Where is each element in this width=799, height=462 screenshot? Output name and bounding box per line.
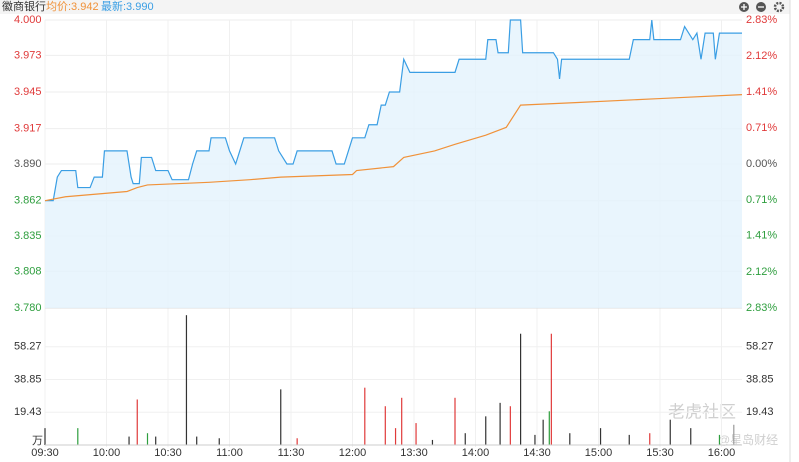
volume-bar (136, 399, 138, 445)
legend-average: 均价:3.942 (46, 0, 99, 13)
volume-bar (146, 433, 149, 445)
volume-bar (718, 434, 721, 445)
y2-tick-label: 2.83% (746, 14, 777, 26)
volume-bar (548, 411, 550, 445)
volume-bar (542, 419, 544, 445)
y-tick-label: 3.945 (14, 86, 42, 98)
y-tick-label: 3.862 (14, 195, 42, 207)
y2-tick-label: 0.00% (746, 158, 777, 170)
y-tick-label: 4.000 (14, 14, 42, 26)
volume-bar (401, 397, 403, 445)
volume-bar (296, 438, 298, 445)
y2-tick-label: 2.12% (746, 50, 777, 62)
y-tick-label: 3.890 (14, 158, 42, 170)
x-tick-label: 15:00 (585, 447, 613, 459)
volume-bar (185, 315, 188, 445)
y2-tick-label: 2.12% (746, 266, 777, 278)
volume-bar (534, 434, 536, 445)
volume-bar (464, 433, 466, 445)
volume-bar (280, 389, 282, 445)
volume-bar (77, 428, 79, 445)
volume-bar (155, 436, 157, 445)
volume-bar (499, 402, 501, 445)
volume-bar (733, 424, 735, 445)
x-tick-label: 14:30 (523, 447, 551, 459)
x-tick-label: 10:30 (154, 447, 182, 459)
y-tick-label: 58.27 (14, 341, 42, 353)
average-line (44, 94, 743, 202)
y2-tick-label: 2.83% (746, 302, 777, 314)
volume-bar (649, 433, 651, 445)
header-bar (0, 0, 790, 14)
volume-bar (690, 428, 692, 445)
volume-unit: 万 (32, 435, 43, 447)
y-tick-label: 3.835 (14, 230, 42, 242)
y2-tick-label: 1.41% (746, 230, 777, 242)
chart-title: 徽商银行 (2, 0, 46, 13)
x-tick-label: 09:30 (31, 447, 59, 459)
volume-bar (128, 436, 130, 445)
y-tick-label-right: 58.27 (746, 341, 774, 353)
y-tick-label-right: 38.85 (746, 373, 774, 385)
volume-bar (599, 428, 602, 445)
x-tick-label: 11:30 (278, 447, 305, 459)
volume-bar (196, 436, 198, 445)
header-icons[interactable] (739, 1, 785, 13)
x-tick-label: 14:00 (462, 447, 490, 459)
volume-bar (669, 419, 671, 445)
y2-tick-label: 0.71% (746, 194, 777, 206)
volume-bar (454, 397, 456, 445)
y2-tick-label: 0.71% (746, 122, 777, 134)
volume-bar (550, 333, 552, 445)
volume-bar (415, 423, 417, 445)
y-tick-label: 3.973 (14, 49, 42, 61)
volume-bar (364, 387, 366, 445)
volume-bar (384, 406, 386, 445)
watermark: @星岛财经 (718, 432, 778, 447)
volume-bar (485, 416, 487, 445)
y-tick-label: 3.808 (14, 265, 42, 277)
price-line (45, 19, 742, 202)
x-tick-label: 10:00 (93, 447, 121, 459)
volume-bar (218, 438, 220, 445)
legend-latest: 最新:3.990 (101, 0, 154, 13)
volume-bar (509, 406, 511, 445)
y-tick-label: 38.85 (14, 373, 42, 385)
volume-bar (431, 439, 434, 445)
volume-bar (520, 333, 522, 445)
x-tick-label: 11:00 (216, 447, 243, 459)
y-tick-label: 19.43 (14, 406, 42, 418)
x-tick-label: 15:30 (646, 447, 674, 459)
y2-tick-label: 1.41% (746, 86, 777, 98)
price-area (45, 20, 742, 308)
volume-bar (44, 428, 46, 445)
volume-bar (569, 433, 571, 445)
x-tick-label: 13:30 (400, 447, 428, 459)
zoom-in-glyph (741, 4, 747, 10)
settings[interactable] (773, 1, 785, 13)
x-tick-label: 12:00 (339, 447, 367, 459)
y-tick-label: 3.780 (14, 302, 42, 314)
volume-bar (394, 428, 397, 445)
y-tick-label-right: 19.43 (746, 406, 774, 418)
volume-bar (628, 434, 630, 445)
y-tick-label: 3.917 (14, 123, 42, 135)
x-tick-label: 16:00 (708, 447, 736, 459)
